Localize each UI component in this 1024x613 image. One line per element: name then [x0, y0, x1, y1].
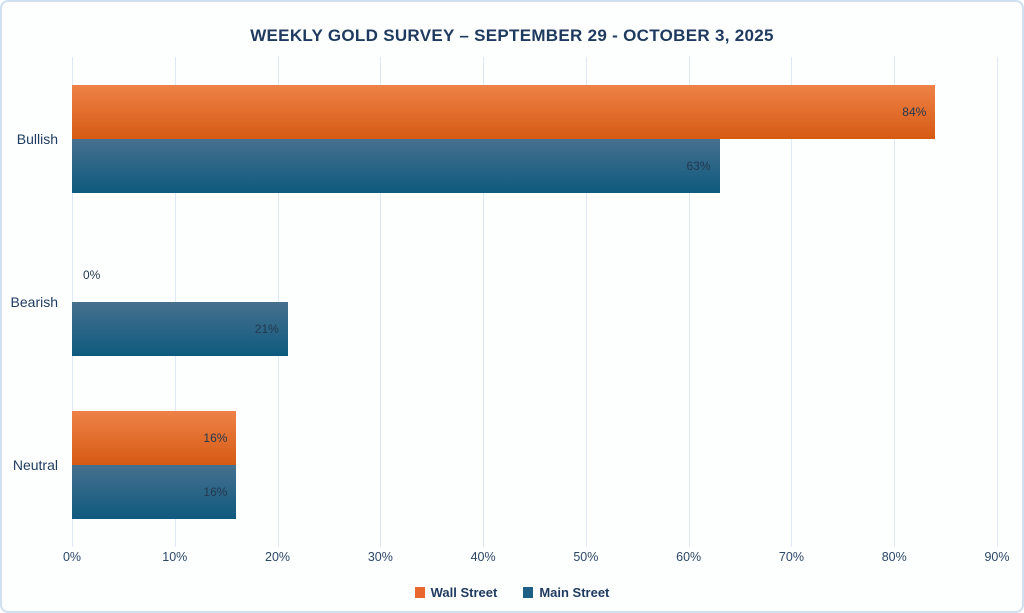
gridline	[380, 57, 382, 547]
bar-neutral-main-street	[72, 465, 237, 520]
x-tick-label: 40%	[470, 550, 496, 564]
category-label-bullish: Bullish	[16, 130, 58, 147]
bar-bearish-main-street	[72, 302, 288, 356]
gridline	[791, 57, 793, 547]
gridline	[997, 57, 998, 547]
gridline	[483, 57, 485, 547]
bar-value-label: 84%	[902, 104, 927, 119]
x-tick-label: 50%	[573, 550, 599, 564]
bar-bullish-main-street	[72, 138, 720, 193]
gridline	[688, 57, 690, 547]
legend-label: Main Street	[539, 585, 610, 600]
bar-value-label: 63%	[686, 158, 711, 173]
legend-swatch-icon	[523, 587, 534, 598]
bar-value-label: 21%	[254, 322, 279, 336]
legend-swatch-icon	[414, 587, 425, 598]
bar-bullish-wall-street	[72, 84, 936, 139]
x-tick-label: 0%	[62, 550, 82, 564]
plot-area: 84% 63% 0% 21% 16% 16%	[72, 57, 998, 547]
x-tick-label: 80%	[881, 550, 907, 564]
x-tick-label: 60%	[676, 550, 702, 564]
gridline	[585, 57, 587, 547]
legend-item-main-street: Main Street	[523, 585, 609, 600]
bar-neutral-wall-street	[72, 411, 237, 466]
category-label-neutral: Neutral	[12, 457, 58, 474]
x-tick-label: 20%	[265, 550, 291, 564]
x-tick-label: 30%	[367, 550, 393, 564]
gridline	[894, 57, 896, 547]
legend: Wall Street Main Street	[2, 585, 1022, 600]
bar-value-label: 16%	[203, 431, 228, 446]
legend-label: Wall Street	[430, 585, 498, 600]
legend-item-wall-street: Wall Street	[414, 585, 498, 600]
bar-value-label: 16%	[203, 485, 228, 500]
x-tick-label: 10%	[162, 550, 188, 564]
x-tick-label: 90%	[984, 550, 1010, 564]
chart-title: WEEKLY GOLD SURVEY – SEPTEMBER 29 - OCTO…	[250, 26, 774, 45]
x-tick-label: 70%	[778, 550, 804, 564]
category-label-bearish: Bearish	[10, 294, 58, 310]
bar-value-label: 0%	[83, 268, 101, 282]
